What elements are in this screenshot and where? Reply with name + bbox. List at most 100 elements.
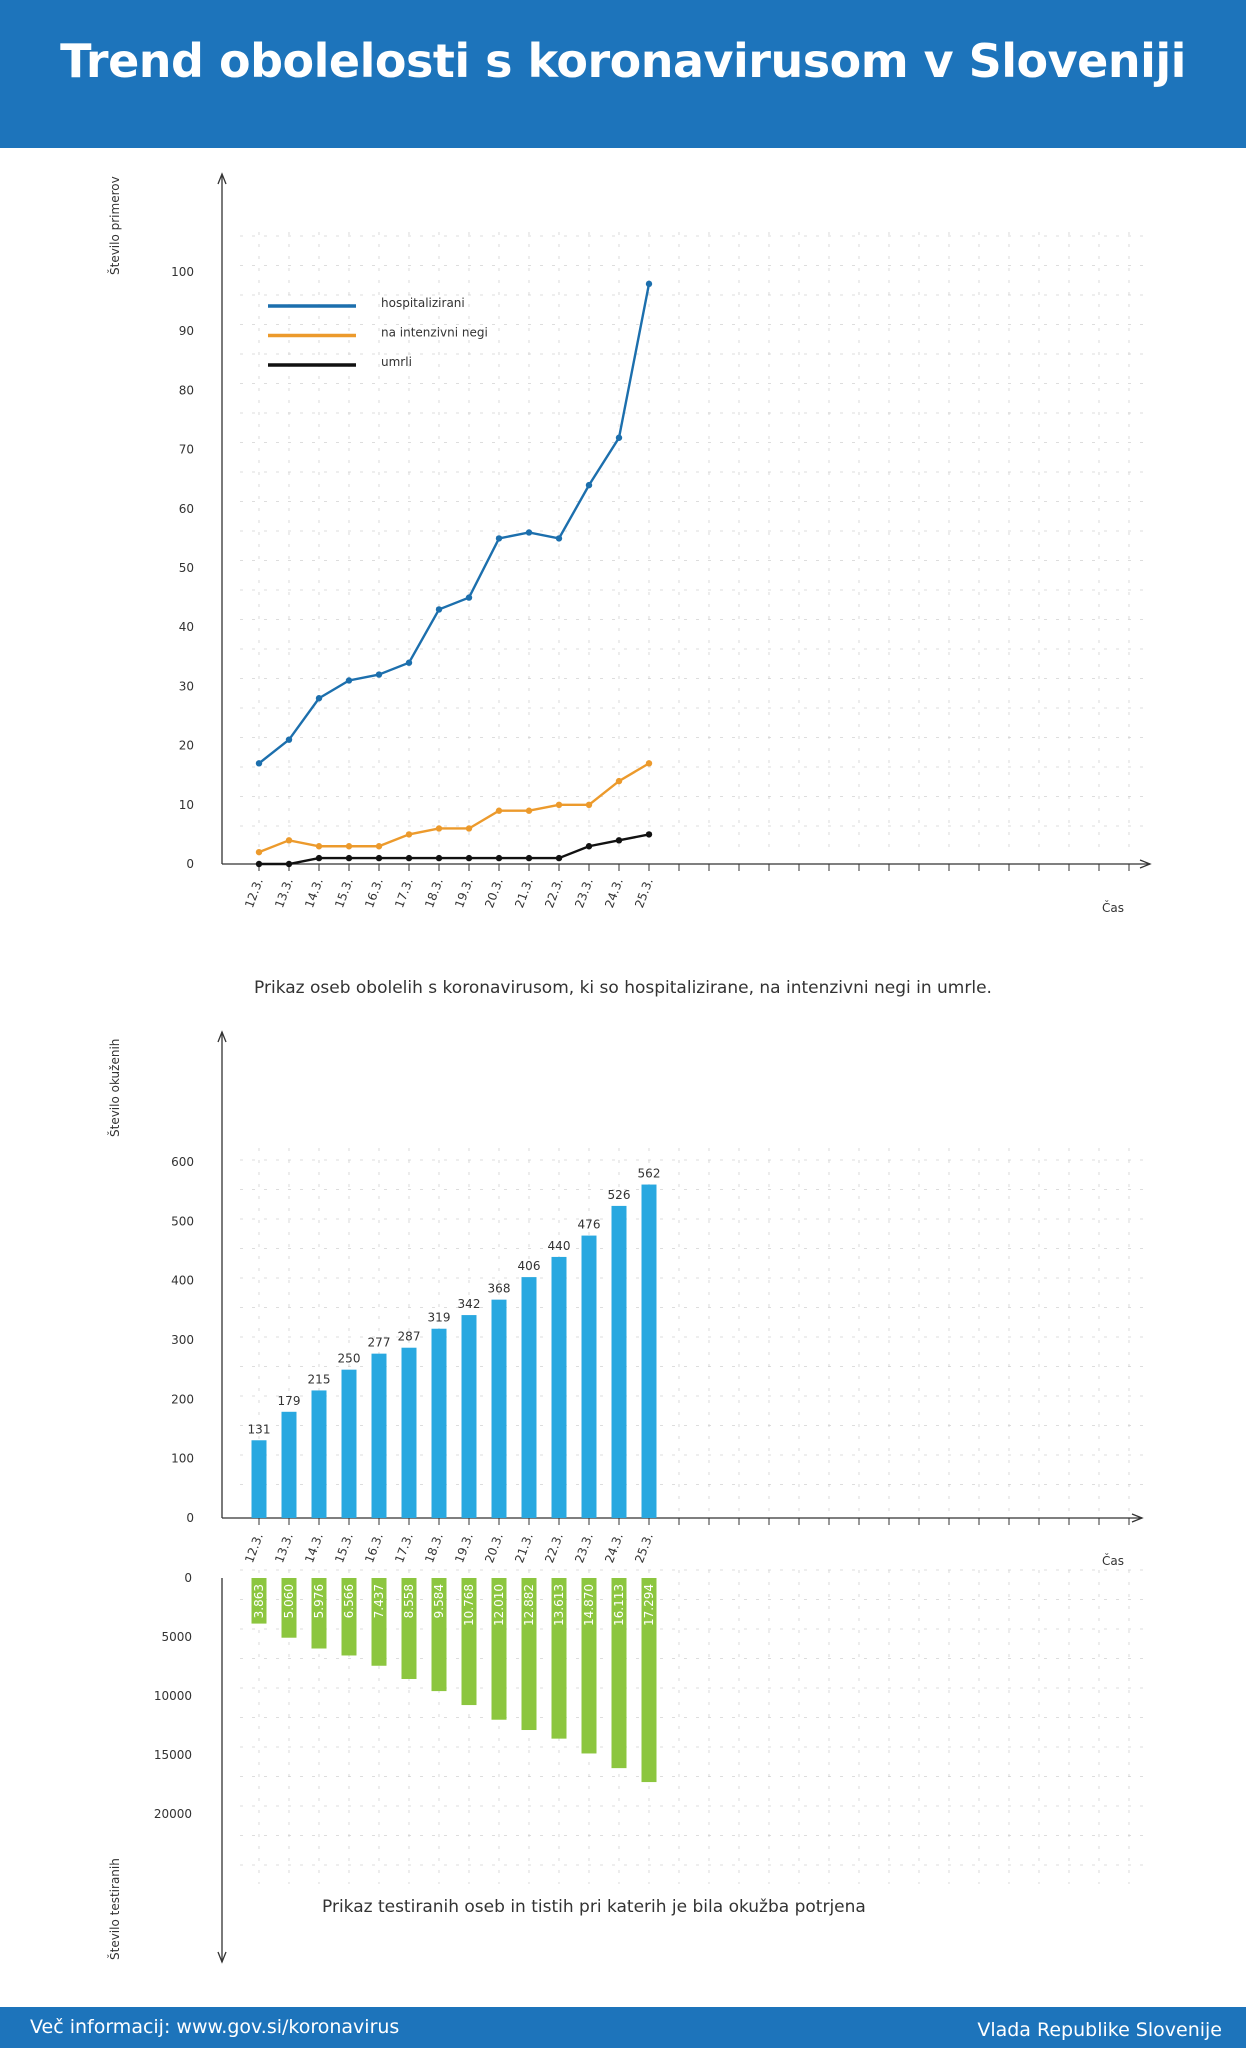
chart1-x-tick-label: 19.3. [452,876,476,909]
chart2-bar [431,1328,447,1518]
chart2-bar-label: 476 [578,1218,601,1232]
chart2-x-tick-label: 22.3. [542,1531,566,1564]
chart1-series-point-2 [465,854,473,862]
chart3-bar-label: 8.558 [402,1584,416,1618]
chart2-bar-label: 440 [548,1239,571,1253]
chart3-bar [341,1578,357,1656]
chart2-x-tick-label: 18.3. [422,1531,446,1564]
chart2-x-tick-label: 25.3. [632,1531,656,1564]
chart1-y-tick-label: 60 [179,502,194,516]
chart2-x-tick-label: 12.3. [242,1531,266,1564]
chart1-y-tick-label: 40 [179,620,194,634]
chart2-bar [281,1411,297,1518]
chart1-x-tick-label: 18.3. [422,876,446,909]
chart1-series-line-1 [258,762,650,854]
chart2-bar [401,1347,417,1518]
chart1-series-point-2 [255,860,263,868]
chart3-bar [281,1578,297,1638]
chart1-x-tick-label: 12.3. [242,876,266,909]
chart1-series-point-2 [435,854,443,862]
chart2-x-tick-label: 21.3. [512,1531,536,1564]
chart2-bar [611,1205,627,1518]
chart1-series-point-2 [315,854,323,862]
chart1-y-tick-label: 90 [179,324,194,338]
chart2-x-tick-label: 20.3. [482,1531,506,1564]
chart3-bar-label: 5.976 [312,1584,326,1618]
chart1-caption: Prikaz oseb obolelih s koronavirusom, ki… [254,978,992,998]
chart1-legend-label-2: umrli [381,355,412,369]
chart1-series-point-1 [285,837,293,844]
chart3-bar-label: 9.584 [432,1584,446,1618]
chart2-y-tick-label: 200 [171,1392,194,1406]
chart1-series-point-2 [585,843,593,850]
chart2-x-tick-label: 23.3. [572,1531,596,1564]
chart3-bar [491,1578,507,1720]
chart3-bar-label: 16.113 [612,1584,626,1626]
chart1-series-point-1 [495,807,503,814]
chart2-bar [581,1235,597,1518]
chart3-y-tick-label: 0 [184,1571,192,1585]
chart2-bar-label: 368 [488,1282,511,1296]
chart2-y-tick-label: 600 [171,1155,194,1169]
chart3-bar-label: 6.566 [342,1584,356,1618]
more-info-link[interactable]: Več informacij: www.gov.si/koronavirus [30,2016,400,2038]
chart1-x-tick-label: 24.3. [602,876,626,909]
chart2-bar-label: 342 [458,1297,481,1311]
chart1-series-point-2 [645,831,653,838]
chart1-series-point-0 [555,535,563,542]
chart2-bar [371,1353,387,1518]
chart2-bar-label: 406 [518,1259,541,1273]
chart2-bar-label: 526 [608,1188,631,1202]
chart3-caption: Prikaz testiranih oseb in tistih pri kat… [322,1897,866,1917]
chart2-y-tick-label: 400 [171,1274,194,1288]
chart1-series-point-1 [315,843,323,850]
chart3-bar-label: 3.863 [252,1584,266,1618]
chart1-series-point-0 [345,677,353,684]
chart1-series-point-2 [375,854,383,862]
chart1-series-point-2 [525,854,533,862]
chart3-bar [251,1578,267,1624]
chart1-series-point-0 [405,659,413,666]
chart1-series-point-1 [375,843,383,850]
chart2-x-tick-label: 17.3. [392,1531,416,1564]
chart3-y-axis-label: Število testiranih [107,1858,122,1960]
chart2-bar [311,1390,327,1518]
chart2-bar [461,1315,477,1518]
chart2-y-tick-label: 300 [171,1333,194,1347]
chart2-y-arrow [217,1030,227,1043]
chart2-x-arrow [1131,1513,1144,1523]
chart1-series-point-0 [435,606,443,613]
chart2-bar-label: 277 [368,1336,391,1350]
chart2-y-tick-label: 0 [186,1511,194,1525]
chart1-y-tick-label: 30 [179,679,194,693]
chart1-y-tick-label: 0 [186,857,194,871]
chart2-bar-label: 131 [248,1422,271,1436]
chart3-bar [401,1578,417,1679]
chart1-x-tick-label: 21.3. [512,876,536,909]
chart1-x-tick-label: 13.3. [272,876,296,909]
page-title: Trend obolelosti s koronavirusom v Slove… [60,34,1186,88]
chart1-legend-label-1: na intenzivni negi [381,326,488,340]
chart2-bar-label: 215 [308,1372,331,1386]
chart1-series-point-1 [255,848,263,856]
chart1-series-point-0 [285,736,293,743]
chart2-bar-label: 287 [398,1330,421,1344]
chart1-series-point-1 [405,831,413,838]
chart2-x-tick-label: 15.3. [332,1531,356,1564]
chart3-bar-label: 12.882 [522,1584,536,1626]
chart2-bar [521,1277,537,1518]
chart2-x-tick-label: 13.3. [272,1531,296,1564]
chart3-bar [521,1578,537,1731]
chart2-y-tick-label: 500 [171,1214,194,1228]
chart2-bar [641,1184,657,1518]
chart3-bar [551,1578,567,1739]
chart2-bar [491,1299,507,1518]
chart1-series-point-2 [615,837,623,844]
chart1-y-tick-label: 50 [179,561,194,575]
chart1-series-point-2 [285,860,293,868]
chart3-bar-label: 17.294 [642,1584,656,1626]
chart3-bar [431,1578,447,1692]
chart1-x-tick-label: 14.3. [302,876,326,909]
chart2-bar [551,1256,567,1518]
